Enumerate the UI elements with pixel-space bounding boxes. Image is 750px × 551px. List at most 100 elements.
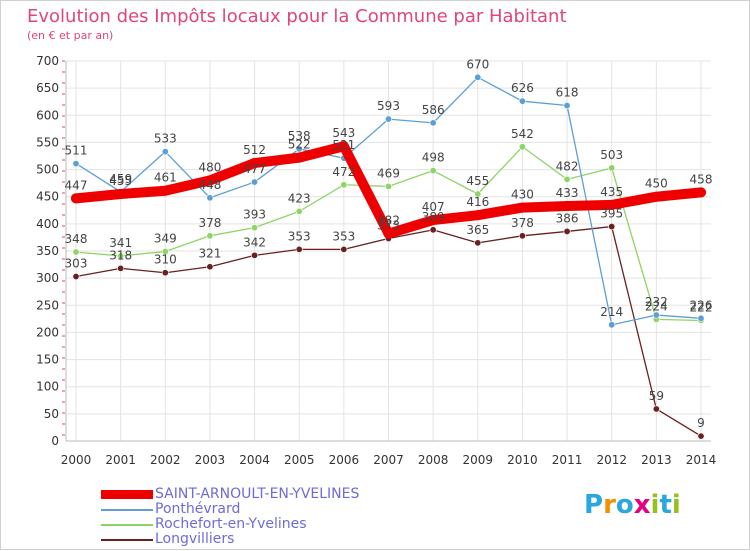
x-tick-label: 2002 [150, 453, 181, 467]
data-label: 521 [332, 138, 355, 152]
y-tick-label: 100 [36, 380, 59, 394]
data-label: 226 [690, 298, 713, 312]
data-label: 373 [377, 219, 400, 233]
data-point [517, 202, 528, 213]
data-label: 477 [243, 162, 266, 176]
logo-letter: r [603, 490, 616, 520]
data-label: 503 [600, 148, 623, 162]
data-label: 214 [600, 305, 623, 319]
data-point [206, 232, 214, 240]
data-label: 365 [466, 223, 489, 237]
data-point [115, 189, 126, 199]
data-label: 59 [649, 389, 664, 403]
data-point [608, 164, 616, 172]
data-point [651, 191, 662, 202]
data-label: 469 [377, 166, 400, 180]
data-point [429, 226, 437, 234]
data-label: 395 [600, 207, 623, 221]
x-tick-label: 2005 [284, 453, 315, 467]
data-label: 538 [288, 129, 311, 143]
data-label: 618 [556, 86, 579, 100]
data-label: 455 [466, 174, 489, 188]
data-point [428, 215, 439, 226]
data-label: 321 [198, 247, 221, 261]
data-label: 416 [466, 195, 489, 209]
x-tick-label: 2008 [418, 453, 449, 467]
data-point [429, 167, 437, 175]
logo-letter: P [584, 490, 604, 520]
x-tick-label: 2006 [329, 453, 360, 467]
logo-letter: i [650, 490, 660, 520]
data-label: 543 [332, 126, 355, 140]
data-point [697, 314, 705, 322]
data-point [117, 264, 125, 272]
data-point [160, 185, 171, 196]
y-tick-label: 0 [51, 434, 59, 448]
data-label: 586 [422, 103, 445, 117]
data-point [606, 199, 617, 210]
data-label: 386 [556, 211, 579, 225]
y-tick-label: 150 [36, 353, 59, 367]
data-label: 459 [109, 172, 132, 186]
data-point [251, 251, 259, 259]
data-label: 511 [65, 144, 88, 158]
data-label: 389 [422, 210, 445, 224]
data-label: 407 [422, 200, 445, 214]
legend-label: Rochefort-en-Yvelines [155, 516, 307, 532]
data-point [474, 190, 482, 198]
data-point [563, 175, 571, 183]
data-point [251, 224, 259, 232]
x-tick-label: 2012 [596, 453, 627, 467]
data-point [518, 143, 526, 151]
y-tick-label: 450 [36, 190, 59, 204]
data-label: 447 [65, 178, 88, 192]
proxiti-logo: Proxiti [584, 490, 681, 520]
x-tick-label: 2014 [686, 453, 717, 467]
data-point [340, 181, 348, 189]
y-tick-label: 250 [36, 298, 59, 312]
data-point [71, 193, 81, 204]
chart-subtitle: (en € et par an) [27, 29, 114, 42]
data-label: 593 [377, 99, 400, 113]
y-tick-label: 550 [36, 135, 59, 149]
logo-letter: x [633, 490, 651, 520]
data-label: 433 [556, 186, 579, 200]
data-point [562, 200, 573, 211]
data-point [652, 405, 660, 413]
data-point [518, 232, 526, 240]
data-label: 472 [332, 165, 355, 179]
data-point [117, 252, 125, 260]
data-label: 455 [109, 174, 132, 188]
data-point [72, 273, 80, 281]
legend-swatch [101, 539, 153, 541]
data-label: 318 [109, 248, 132, 262]
data-label: 542 [511, 127, 534, 141]
data-label: 498 [422, 151, 445, 165]
data-label: 480 [198, 160, 221, 174]
data-point [251, 178, 259, 186]
legend-swatch [101, 524, 153, 526]
legend-label: SAINT-ARNOULT-EN-YVELINES [155, 486, 360, 502]
y-tick-label: 350 [36, 244, 59, 258]
data-label: 9 [697, 416, 705, 430]
y-tick-label: 300 [36, 271, 59, 285]
x-tick-label: 2007 [373, 453, 404, 467]
legend-swatch [101, 509, 153, 511]
data-point [429, 119, 437, 127]
data-label: 341 [109, 236, 132, 250]
data-point [249, 158, 260, 169]
data-point [608, 321, 616, 329]
data-label: 342 [243, 235, 266, 249]
data-label: 461 [154, 171, 177, 185]
x-tick-label: 2011 [552, 453, 583, 467]
data-label: 423 [288, 191, 311, 205]
x-tick-label: 2009 [463, 453, 494, 467]
data-label: 458 [690, 172, 713, 186]
data-label: 349 [154, 232, 177, 246]
data-label: 393 [243, 208, 266, 222]
data-point [608, 223, 616, 231]
x-tick-label: 2003 [195, 453, 226, 467]
x-tick-label: 2010 [507, 453, 538, 467]
data-label: 382 [377, 214, 400, 228]
